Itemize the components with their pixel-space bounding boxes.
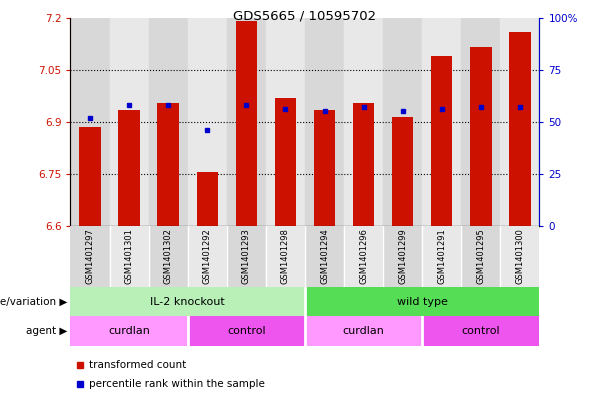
Text: percentile rank within the sample: percentile rank within the sample: [89, 379, 265, 389]
Bar: [118, 110, 140, 226]
Bar: [266, 226, 305, 287]
Bar: [344, 18, 383, 226]
Text: GSM1401297: GSM1401297: [86, 228, 94, 284]
Text: IL-2 knockout: IL-2 knockout: [150, 297, 225, 307]
Text: GSM1401294: GSM1401294: [320, 228, 329, 284]
Bar: [305, 316, 422, 346]
Text: GSM1401301: GSM1401301: [124, 228, 134, 284]
Bar: [149, 226, 188, 287]
Bar: [462, 226, 500, 287]
Bar: [149, 18, 188, 226]
Text: GSM1401295: GSM1401295: [476, 228, 485, 284]
Bar: [70, 287, 305, 316]
Bar: [70, 18, 110, 226]
Bar: [392, 117, 413, 226]
Bar: [70, 316, 188, 346]
Bar: [188, 226, 227, 287]
Text: GSM1401302: GSM1401302: [164, 228, 173, 284]
Bar: [422, 18, 462, 226]
Bar: [509, 31, 531, 226]
Bar: [462, 18, 500, 226]
Bar: [500, 226, 539, 287]
Bar: [500, 18, 539, 226]
Text: genotype/variation ▶: genotype/variation ▶: [0, 297, 67, 307]
Bar: [188, 18, 227, 226]
Bar: [422, 226, 462, 287]
Bar: [235, 21, 257, 226]
Bar: [227, 226, 266, 287]
Text: transformed count: transformed count: [89, 360, 186, 370]
Text: GSM1401293: GSM1401293: [242, 228, 251, 284]
Bar: [314, 110, 335, 226]
Bar: [383, 226, 422, 287]
Text: GSM1401300: GSM1401300: [516, 228, 524, 284]
Text: control: control: [462, 326, 500, 336]
Bar: [197, 172, 218, 226]
Text: GSM1401292: GSM1401292: [203, 228, 211, 284]
Bar: [79, 127, 101, 226]
Bar: [266, 18, 305, 226]
Bar: [305, 287, 539, 316]
Bar: [470, 47, 492, 226]
Text: wild type: wild type: [397, 297, 447, 307]
Text: GSM1401299: GSM1401299: [398, 228, 407, 284]
Text: GDS5665 / 10595702: GDS5665 / 10595702: [234, 10, 376, 23]
Bar: [70, 226, 110, 287]
Bar: [344, 226, 383, 287]
Bar: [305, 18, 344, 226]
Bar: [422, 316, 539, 346]
Text: curdlan: curdlan: [108, 326, 150, 336]
Text: control: control: [227, 326, 265, 336]
Text: curdlan: curdlan: [343, 326, 384, 336]
Bar: [158, 103, 179, 226]
Bar: [431, 56, 452, 226]
Bar: [227, 18, 266, 226]
Text: agent ▶: agent ▶: [26, 326, 67, 336]
Bar: [188, 316, 305, 346]
Bar: [110, 18, 149, 226]
Bar: [353, 103, 375, 226]
Bar: [110, 226, 149, 287]
Bar: [275, 97, 296, 226]
Text: GSM1401291: GSM1401291: [437, 228, 446, 284]
Bar: [305, 226, 344, 287]
Text: GSM1401296: GSM1401296: [359, 228, 368, 284]
Bar: [383, 18, 422, 226]
Text: GSM1401298: GSM1401298: [281, 228, 290, 284]
